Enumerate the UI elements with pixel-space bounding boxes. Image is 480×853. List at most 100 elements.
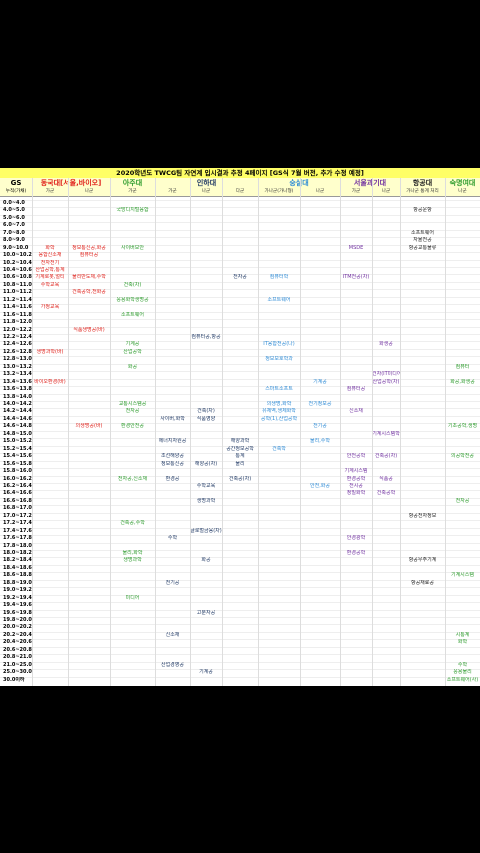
row-line [0, 631, 480, 633]
cell: 컴퓨터공 [79, 252, 99, 259]
row-line [0, 676, 480, 678]
row-range: 18.8~19.0 [3, 579, 32, 586]
cell: 공학(1),산업공학 [260, 415, 298, 422]
row-line [0, 252, 480, 254]
row-range: 21.0~25.0 [3, 661, 32, 668]
cell: 시통계 [455, 631, 470, 638]
row-range: 15.0~15.2 [3, 438, 32, 445]
cell: 생명과학 [196, 497, 216, 504]
row-range: 14.6~14.8 [3, 423, 32, 430]
cell: 소프트웨어 [120, 311, 144, 318]
row-range: 17.0~17.2 [3, 512, 32, 519]
cell: 건축공,수학 [120, 520, 145, 527]
column-line [110, 178, 111, 686]
cell: 정보보호학과 [265, 356, 293, 363]
row-line [0, 296, 480, 298]
cell: 전자공 [233, 274, 247, 281]
row-line [0, 363, 480, 365]
row-range: 17.4~17.6 [3, 527, 32, 534]
cell: 안전,화공 [310, 482, 330, 489]
cell: 미디어 [125, 594, 140, 601]
cell: 수학교육 [196, 482, 216, 489]
row-line [0, 594, 480, 596]
row-range: 14.4~14.6 [3, 415, 32, 422]
row-range: 0.0~4.0 [3, 200, 25, 206]
cell: 공간정보공학 [226, 445, 254, 452]
row-range: 11.6~11.8 [3, 311, 32, 318]
cell: 정보통신공,화공 [72, 244, 106, 251]
cell: 산업경영공 [160, 661, 184, 668]
cell: 화공 [201, 557, 211, 564]
column-line [445, 178, 446, 686]
row-range: 13.6~13.8 [3, 386, 32, 393]
cell: 건축(차) [197, 408, 215, 415]
cell: 건축공(차) [228, 475, 252, 482]
row-range: 4.0~5.0 [3, 207, 25, 214]
row-range: 20.2~20.4 [3, 631, 32, 638]
cell: 신소재 [349, 408, 363, 415]
sub-header: 가나군(가나형) [258, 188, 300, 197]
row-range: 13.4~13.6 [3, 378, 32, 385]
column-line [340, 178, 341, 686]
row-line [0, 646, 480, 648]
row-line [0, 386, 480, 388]
group-header: 인하대 [155, 178, 258, 188]
row-line [0, 475, 480, 477]
cell: 항공전자정보 [408, 512, 437, 519]
cell: 생명과학(바) [36, 348, 64, 355]
row-range: 6.0~7.0 [3, 222, 25, 229]
column-line [372, 178, 373, 686]
sub-header: 가군 [32, 188, 68, 197]
row-line [0, 207, 480, 209]
cell: 전자전기 [40, 259, 60, 266]
sub-header: 나군 [445, 188, 480, 197]
row-range: 19.4~19.6 [3, 602, 32, 609]
cell: 건축(차) [123, 281, 142, 288]
row-line [0, 505, 480, 507]
row-line [0, 274, 480, 276]
row-line [0, 661, 480, 663]
row-range: 18.0~18.2 [3, 549, 32, 556]
row-range: 12.6~12.8 [3, 348, 32, 355]
row-range: 30.0이하 [3, 676, 25, 683]
cell: 소프트웨어(사) [446, 676, 479, 683]
row-line [0, 304, 480, 306]
cell: 컴퓨터공,항공 [191, 334, 221, 341]
row-range: 11.2~11.4 [3, 296, 32, 303]
cell: 환경공학 [346, 475, 366, 482]
row-line [0, 490, 480, 492]
cell: 의생명,화학 [266, 401, 292, 408]
row-range: 12.4~12.6 [3, 341, 32, 348]
cell: ITM전공(차) [342, 274, 370, 281]
row-line [0, 319, 480, 321]
row-range: 11.4~11.6 [3, 304, 32, 311]
cell: 생명과학 [123, 557, 142, 564]
row-range: 16.8~17.0 [3, 505, 32, 512]
row-range: 14.2~14.4 [3, 408, 32, 415]
row-line [0, 244, 480, 246]
cell: 해양공(차) [194, 460, 218, 467]
cell: MSDE [348, 244, 364, 251]
cell: 전자공,신소재 [117, 475, 148, 482]
row-range: 11.8~12.0 [3, 319, 32, 326]
group-header: 숭실대 [258, 178, 340, 188]
cell: 컴퓨터 [455, 363, 470, 370]
column-line [32, 178, 33, 686]
row-line [0, 267, 480, 268]
cell: 기계공 [313, 378, 327, 385]
row-line [0, 229, 480, 231]
row-range: 19.8~20.0 [3, 616, 32, 623]
cell: 전기공 [165, 579, 180, 586]
sub-header: 가나군 통계 처리 [400, 188, 445, 197]
cell: 환경공학 [346, 549, 366, 556]
cell: 식품공 [379, 475, 393, 482]
row-line [0, 535, 480, 537]
row-line [0, 408, 480, 410]
row-line [0, 542, 480, 544]
row-range: 17.8~18.0 [3, 542, 32, 549]
row-range: 15.6~15.8 [3, 460, 32, 467]
row-line [0, 401, 480, 403]
cell: 식품생명공(바) [73, 326, 105, 333]
row-range: 15.2~15.4 [3, 445, 32, 452]
cell: 바이오환경(바) [34, 378, 66, 385]
